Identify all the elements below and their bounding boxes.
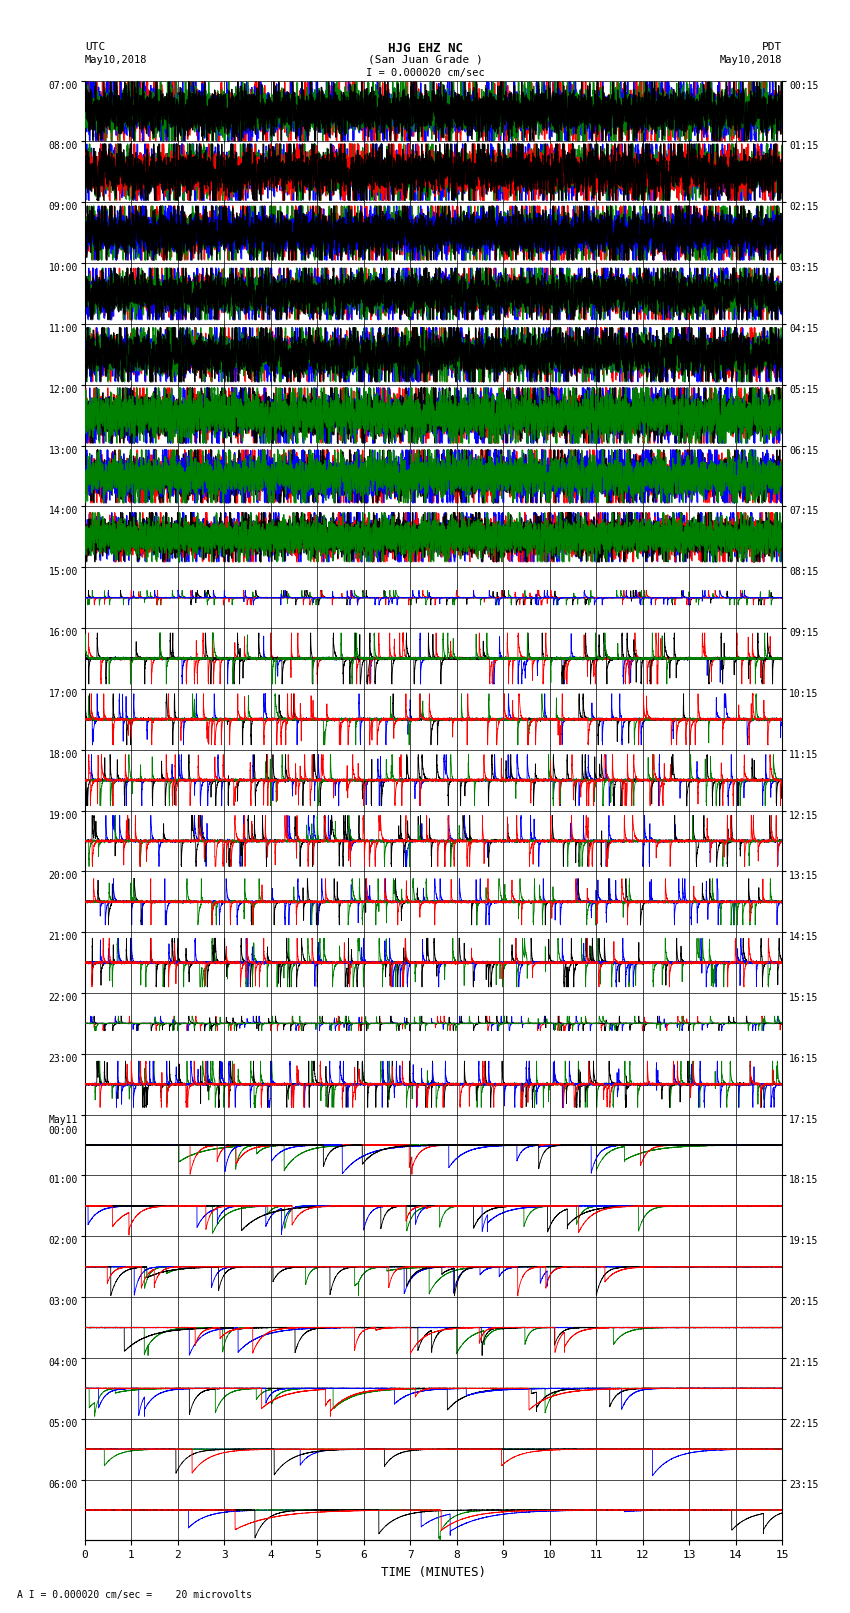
Text: PDT: PDT — [762, 42, 782, 52]
Text: May10,2018: May10,2018 — [85, 55, 148, 65]
Text: I = 0.000020 cm/sec: I = 0.000020 cm/sec — [366, 68, 484, 77]
Text: UTC: UTC — [85, 42, 105, 52]
Text: May10,2018: May10,2018 — [719, 55, 782, 65]
Text: HJG EHZ NC: HJG EHZ NC — [388, 42, 462, 55]
X-axis label: TIME (MINUTES): TIME (MINUTES) — [381, 1566, 486, 1579]
Text: A I = 0.000020 cm/sec =    20 microvolts: A I = 0.000020 cm/sec = 20 microvolts — [17, 1590, 252, 1600]
Text: (San Juan Grade ): (San Juan Grade ) — [367, 55, 483, 65]
